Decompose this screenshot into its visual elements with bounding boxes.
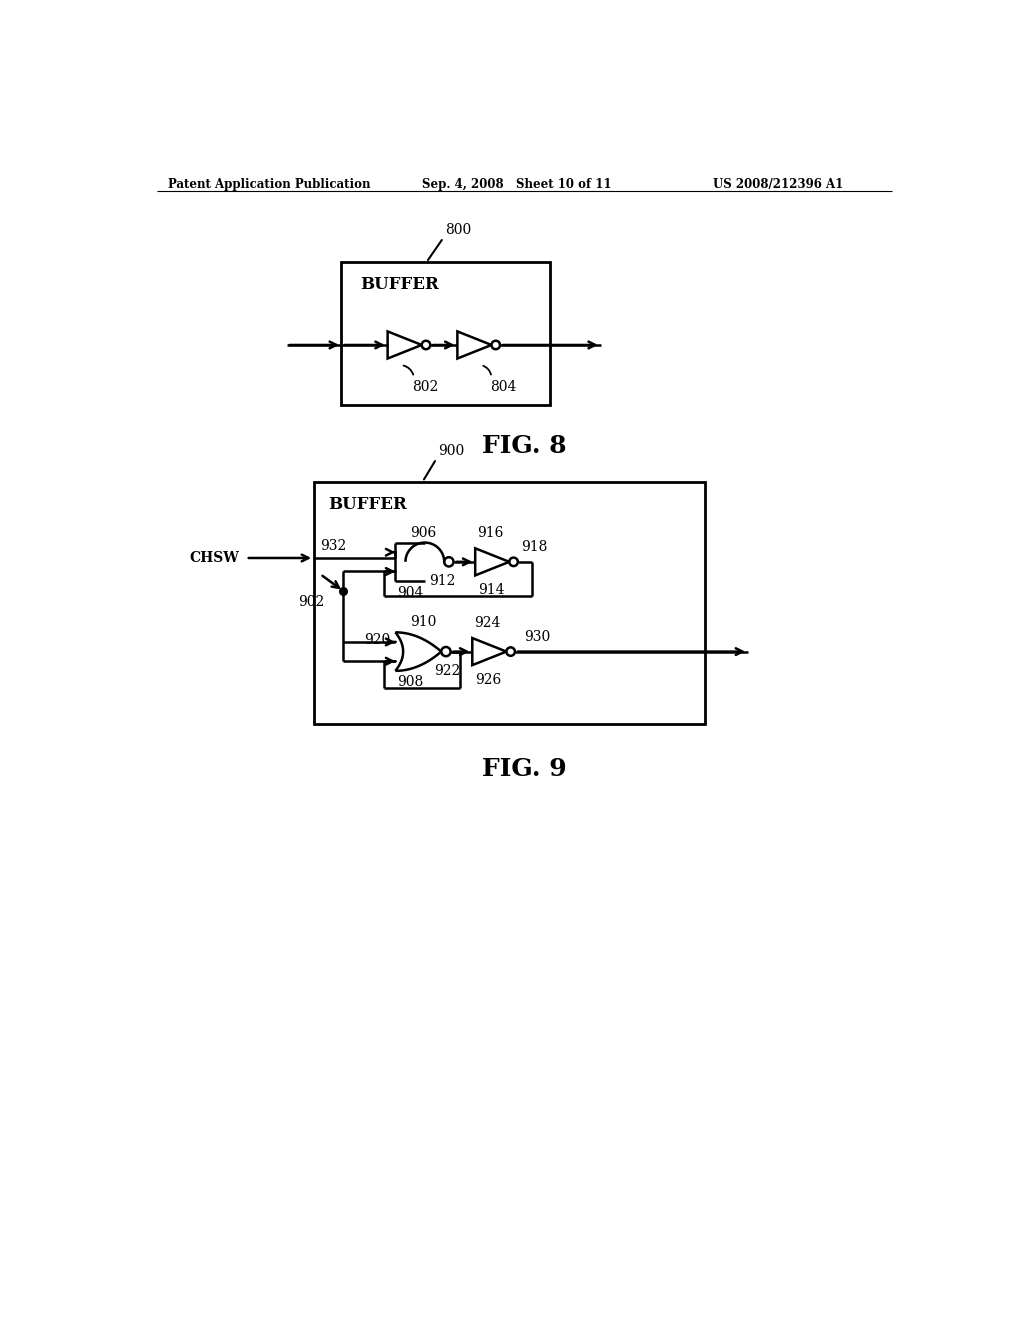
Text: 802: 802 [413, 380, 438, 395]
Text: 922: 922 [434, 664, 461, 678]
Text: 932: 932 [321, 539, 346, 553]
Text: 904: 904 [397, 586, 423, 599]
Bar [314, 482, 706, 725]
Text: US 2008/212396 A1: US 2008/212396 A1 [713, 178, 844, 190]
Text: BUFFER: BUFFER [328, 496, 407, 512]
Text: 912: 912 [429, 574, 456, 589]
Text: 900: 900 [438, 444, 464, 458]
Text: BUFFER: BUFFER [360, 276, 439, 293]
Text: 908: 908 [397, 676, 423, 689]
Text: FIG. 9: FIG. 9 [482, 758, 567, 781]
Text: 924: 924 [474, 616, 500, 630]
Text: 926: 926 [475, 673, 502, 688]
Text: 800: 800 [445, 223, 471, 238]
Bar [341, 263, 550, 405]
Text: CHSW: CHSW [189, 550, 240, 565]
Text: 914: 914 [478, 583, 505, 598]
Text: Sep. 4, 2008   Sheet 10 of 11: Sep. 4, 2008 Sheet 10 of 11 [423, 178, 612, 190]
Text: Patent Application Publication: Patent Application Publication [168, 178, 371, 190]
Text: 906: 906 [410, 525, 436, 540]
Text: 902: 902 [299, 595, 325, 609]
Text: 930: 930 [524, 630, 551, 644]
Text: 910: 910 [410, 615, 436, 630]
Text: 918: 918 [521, 540, 547, 554]
Text: 916: 916 [477, 527, 503, 540]
Text: 920: 920 [365, 634, 391, 647]
Text: 804: 804 [489, 380, 516, 395]
Text: FIG. 8: FIG. 8 [482, 434, 567, 458]
